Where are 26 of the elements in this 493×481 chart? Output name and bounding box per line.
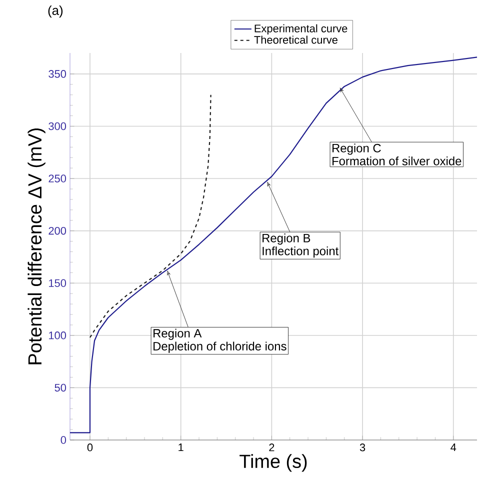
annotation: Formation of silver oxide: [332, 156, 462, 166]
text: (a): [48, 6, 63, 18]
x-axis-title: Time (s): [240, 454, 307, 472]
legend-label: Experimental curve: [254, 24, 348, 34]
y-tick-label: 250: [48, 174, 66, 182]
y-tick-label: 0: [60, 436, 66, 444]
x-tick-label: 4: [450, 444, 456, 452]
annotation: Region A: [154, 328, 202, 340]
annotation: Region B: [262, 234, 310, 245]
x-tick-label: 3: [360, 444, 366, 452]
x-tick-label: 1: [178, 444, 184, 452]
y-tick-label: 100: [49, 332, 66, 340]
y-tick-label: 350: [48, 70, 66, 78]
x-tick-label: 0: [87, 444, 93, 452]
y-tick-label: 200: [48, 226, 66, 235]
annotation: Inflection point: [262, 246, 339, 258]
annotation: Depletion of chloride ions: [154, 342, 286, 353]
y-tick-label: 150: [49, 279, 66, 287]
line-series: [69, 56, 478, 434]
y-axis-title: Potential difference ΔV (mV): [28, 128, 46, 364]
line-series: [89, 94, 212, 338]
y-tick-label: 300: [48, 122, 66, 130]
x-tick-label: 2: [269, 444, 274, 452]
annotation: Region C: [332, 144, 381, 155]
legend-label: Theoretical curve: [254, 36, 338, 44]
y-tick-label: 50: [54, 384, 66, 392]
